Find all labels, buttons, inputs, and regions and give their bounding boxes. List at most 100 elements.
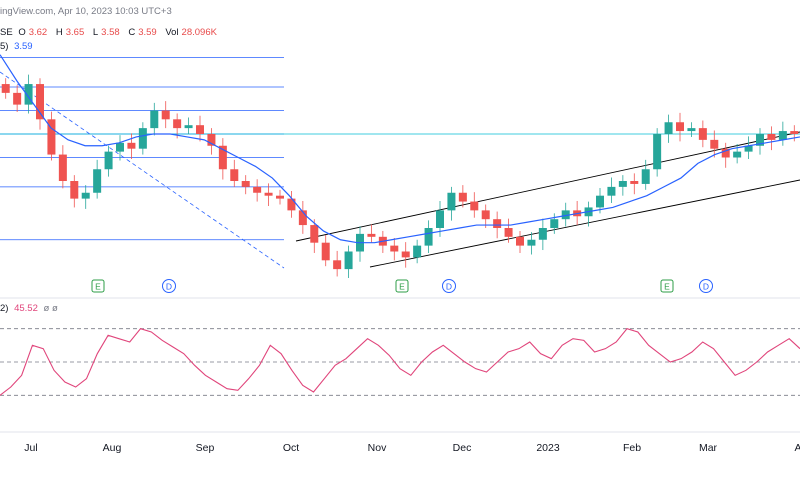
candle-body bbox=[664, 122, 673, 134]
candle-body bbox=[756, 134, 764, 146]
open-value: 3.62 bbox=[28, 27, 48, 38]
event-e-box bbox=[660, 279, 674, 293]
candle-body bbox=[653, 134, 662, 170]
candle-body bbox=[698, 128, 707, 140]
candle-body bbox=[470, 201, 479, 211]
x-tick-label: Jul bbox=[24, 442, 37, 454]
volume-value: 28.096K bbox=[181, 27, 217, 38]
x-tick-label: Nov bbox=[368, 442, 387, 454]
candle-body bbox=[458, 192, 467, 202]
candle-body bbox=[710, 139, 719, 149]
close-value: 3.59 bbox=[138, 27, 157, 38]
candle-body bbox=[538, 228, 547, 240]
rsi-value: 45.52 bbox=[14, 303, 38, 314]
candle-body bbox=[676, 122, 684, 132]
candle-body bbox=[618, 181, 627, 187]
event-e-box bbox=[91, 279, 105, 293]
candle-body bbox=[161, 110, 170, 120]
candle-body bbox=[287, 198, 296, 211]
rsi-line bbox=[0, 328, 800, 396]
candle-body bbox=[790, 131, 799, 134]
candle-body bbox=[321, 242, 330, 261]
x-tick-label: A bbox=[794, 442, 800, 454]
ohlc-row: SE O 3.62 H 3.65 L 3.58 C 3.59 Vol 28.096K bbox=[0, 27, 223, 38]
open-label: O bbox=[18, 27, 26, 38]
ticker-suffix: SE bbox=[0, 27, 13, 38]
candle-body bbox=[516, 236, 524, 246]
candle-body bbox=[721, 148, 730, 158]
candle-body bbox=[390, 245, 399, 252]
candle-body bbox=[264, 192, 273, 196]
volume-label: Vol bbox=[165, 27, 179, 38]
candle-body bbox=[230, 169, 239, 181]
low-label: L bbox=[92, 27, 99, 38]
event-marker: D bbox=[162, 279, 176, 293]
event-e-box bbox=[395, 279, 409, 293]
low-value: 3.58 bbox=[101, 27, 120, 38]
event-marker: D bbox=[442, 279, 456, 293]
rsi-extra: ø ø bbox=[43, 303, 58, 314]
close-label: C bbox=[128, 27, 136, 38]
candle-body bbox=[561, 210, 570, 220]
candle-body bbox=[733, 151, 742, 158]
x-tick-label: Mar bbox=[699, 442, 718, 454]
candle-body bbox=[241, 181, 250, 187]
ma-row: 5) 3.59 bbox=[0, 41, 36, 52]
x-tick-label: Feb bbox=[623, 442, 641, 454]
candle-body bbox=[253, 186, 262, 193]
channel-lower bbox=[369, 179, 800, 268]
event-label: E bbox=[95, 282, 101, 292]
channel-upper bbox=[295, 131, 800, 242]
event-label: D bbox=[703, 282, 709, 292]
event-label: D bbox=[166, 282, 172, 292]
candle-body bbox=[481, 210, 490, 220]
candle-body bbox=[493, 219, 502, 228]
ma-label: 5) bbox=[0, 41, 9, 52]
source-line: ingView.com, Apr 10, 2023 10:03 UTC+3 bbox=[0, 6, 175, 17]
event-marker: E bbox=[395, 279, 409, 293]
candle-body bbox=[413, 245, 422, 258]
candle-body bbox=[401, 251, 410, 258]
candle-body bbox=[24, 84, 33, 105]
ma-line bbox=[0, 54, 800, 244]
event-marker: E bbox=[91, 279, 105, 293]
candle-body bbox=[298, 210, 307, 226]
candle-body bbox=[127, 142, 136, 149]
candle-body bbox=[93, 169, 102, 193]
candle-body bbox=[527, 239, 536, 246]
candle-body bbox=[218, 145, 227, 170]
candle-body bbox=[436, 210, 444, 228]
rsi-label: 2) bbox=[0, 303, 9, 314]
event-marker: D bbox=[699, 279, 713, 293]
candle-body bbox=[310, 225, 319, 243]
event-d-circle bbox=[442, 279, 456, 293]
x-tick-label: Oct bbox=[283, 442, 299, 454]
high-value: 3.65 bbox=[65, 27, 85, 38]
candle-body bbox=[778, 131, 787, 140]
candle-body bbox=[13, 92, 22, 105]
candle-body bbox=[367, 233, 376, 237]
candle-body bbox=[447, 192, 456, 211]
event-marker: E bbox=[660, 279, 674, 293]
candle-body bbox=[104, 151, 113, 170]
candle-body bbox=[276, 195, 284, 199]
candle-body bbox=[333, 260, 342, 270]
candle-body bbox=[344, 251, 353, 270]
candle-body bbox=[1, 84, 10, 93]
trend-dashed bbox=[0, 71, 285, 269]
event-label: E bbox=[399, 282, 405, 292]
candle-body bbox=[36, 84, 44, 120]
event-d-circle bbox=[699, 279, 713, 293]
candle-body bbox=[116, 142, 124, 152]
candle-body bbox=[687, 128, 696, 132]
candle-body bbox=[504, 228, 513, 237]
time-axis: Jul Aug Sep Oct Nov Dec 2023 Feb Mar A bbox=[0, 297, 800, 454]
candle-body bbox=[744, 145, 753, 152]
event-label: E bbox=[664, 282, 670, 292]
candle-body bbox=[641, 169, 650, 184]
x-tick-label: 2023 bbox=[536, 442, 560, 454]
rsi-row: 2) 45.52 ø ø bbox=[0, 303, 61, 314]
candle-body bbox=[184, 125, 193, 129]
